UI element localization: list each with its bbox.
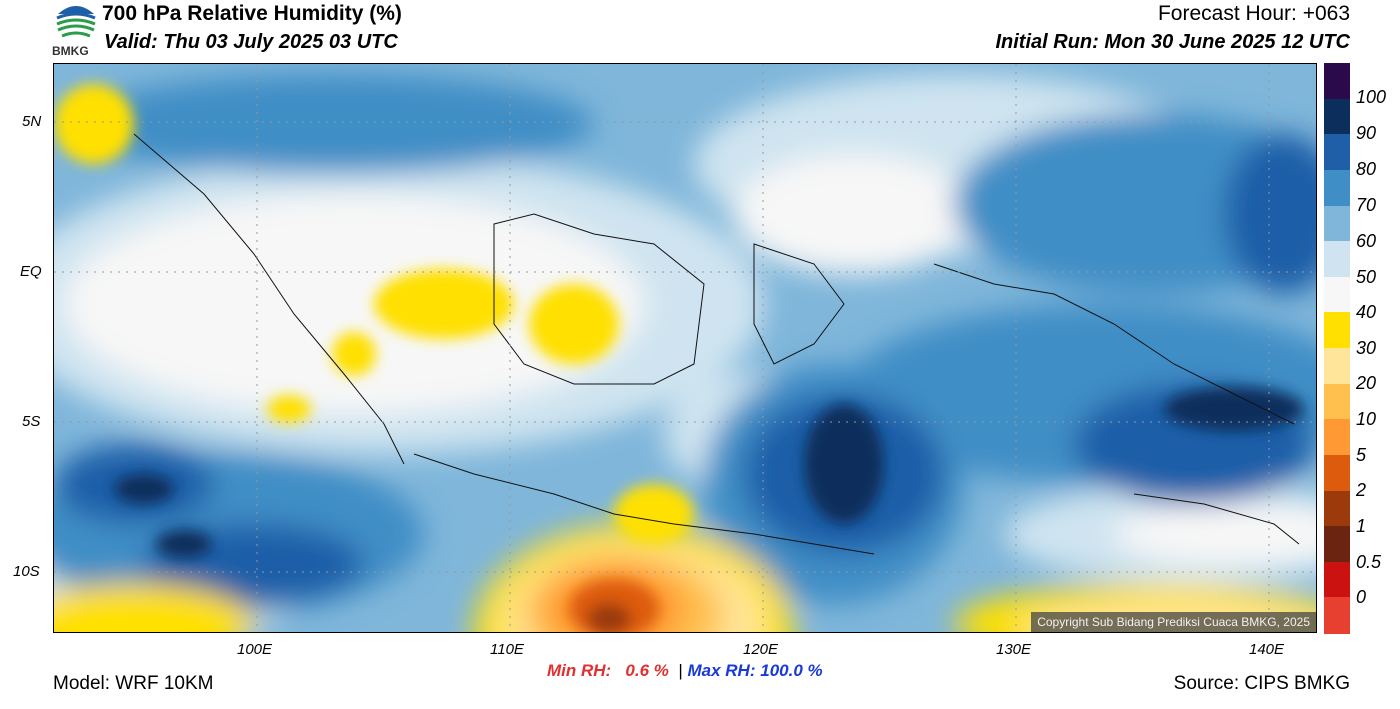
- colorbar: [1324, 63, 1350, 634]
- colorbar-tick: 2: [1356, 480, 1367, 500]
- colorbar-tick: 0.5: [1356, 552, 1382, 572]
- colorbar-tick: 90: [1356, 123, 1377, 143]
- colorbar-tick: 10: [1356, 409, 1377, 429]
- colorbar-tick: 80: [1356, 159, 1377, 179]
- lat-label-5s: 5S: [22, 413, 41, 430]
- colorbar-segment: [1324, 490, 1350, 527]
- source-label: Source: CIPS BMKG: [1173, 673, 1350, 694]
- colorbar-segment: [1324, 241, 1350, 278]
- colorbar-segment: [1324, 169, 1350, 206]
- forecast-hour: Forecast Hour: +063: [1157, 2, 1350, 25]
- logo-text: BMKG: [52, 44, 89, 58]
- colorbar-tick: 5: [1356, 445, 1367, 465]
- colorbar-segment: [1324, 205, 1350, 242]
- humidity-map: Copyright Sub Bidang Prediksi Cuaca BMKG…: [53, 63, 1317, 633]
- colorbar-segment: [1324, 312, 1350, 349]
- min-rh-value: 0.6 %: [625, 661, 669, 680]
- colorbar-segment: [1324, 383, 1350, 420]
- chart-title: 700 hPa Relative Humidity (%): [102, 2, 402, 25]
- colorbar-tick: 0: [1356, 587, 1367, 607]
- coastlines: [133, 133, 1300, 555]
- rh-stats: Min RH: 0.6 % | Max RH: 100.0 %: [547, 661, 823, 681]
- colorbar-segment: [1324, 526, 1350, 563]
- valid-time: Valid: Thu 03 July 2025 03 UTC: [104, 31, 398, 53]
- copyright-notice: Copyright Sub Bidang Prediksi Cuaca BMKG…: [1031, 612, 1316, 632]
- lon-label-130e: 130E: [996, 641, 1032, 658]
- stats-separator: |: [678, 661, 683, 680]
- lon-label-100e: 100E: [237, 641, 273, 658]
- colorbar-tick: 60: [1356, 231, 1377, 251]
- colorbar-tick: 30: [1356, 338, 1377, 358]
- colorbar-tick: 40: [1356, 302, 1377, 322]
- bmkg-logo-icon: [56, 6, 96, 38]
- max-rh-value: 100.0 %: [760, 661, 823, 680]
- lat-label-eq: EQ: [20, 263, 42, 280]
- graticule: [54, 64, 1316, 632]
- colorbar-segment: [1324, 134, 1350, 171]
- colorbar-segment: [1324, 348, 1350, 385]
- colorbar-tick: 100: [1356, 87, 1387, 107]
- max-rh-label: Max RH:: [687, 661, 756, 680]
- lon-label-140e: 140E: [1249, 641, 1285, 658]
- colorbar-tick: 50: [1356, 267, 1377, 287]
- lat-label-10s: 10S: [13, 563, 40, 580]
- humidity-field: [54, 64, 1316, 632]
- colorbar-tick: 20: [1356, 373, 1377, 393]
- colorbar-segment: [1324, 561, 1350, 598]
- bmkg-logo: BMKG: [52, 0, 100, 60]
- colorbar-segment: [1324, 63, 1350, 100]
- colorbar-segment: [1324, 597, 1350, 634]
- colorbar-segment: [1324, 419, 1350, 456]
- initial-run: Initial Run: Mon 30 June 2025 12 UTC: [995, 31, 1350, 53]
- lon-label-120e: 120E: [743, 641, 779, 658]
- lon-label-110e: 110E: [490, 641, 524, 658]
- model-label: Model: WRF 10KM: [53, 673, 214, 694]
- colorbar-segment: [1324, 454, 1350, 491]
- min-rh-label: Min RH:: [547, 661, 612, 680]
- colorbar-segment: [1324, 276, 1350, 313]
- colorbar-segment: [1324, 98, 1350, 135]
- colorbar-tick: 1: [1356, 516, 1367, 536]
- colorbar-tick: 70: [1356, 195, 1377, 215]
- lat-label-5n: 5N: [22, 113, 42, 130]
